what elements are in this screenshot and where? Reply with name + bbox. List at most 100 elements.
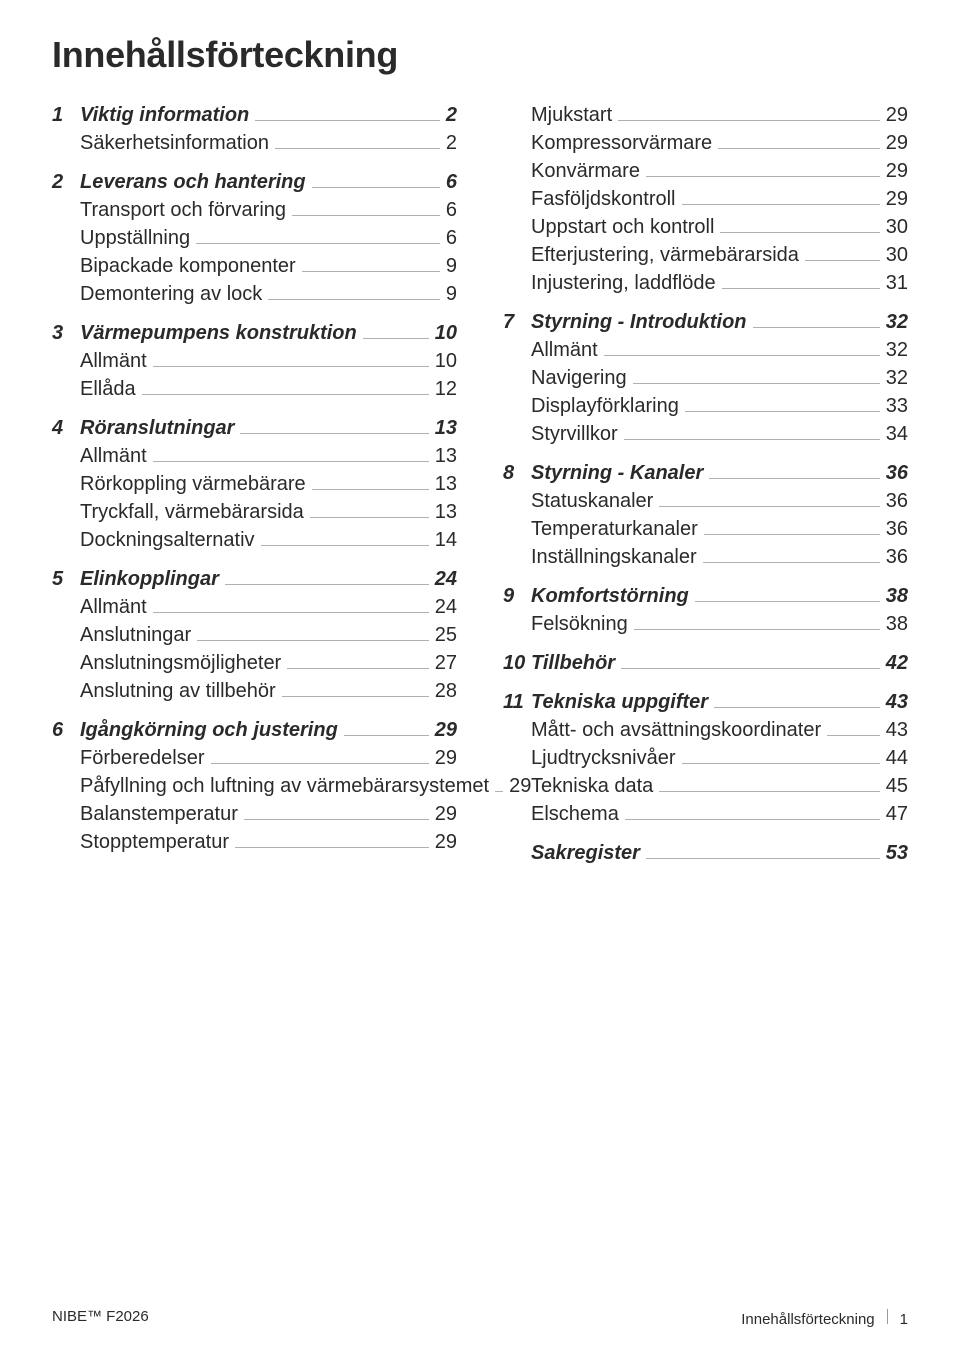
toc-leader <box>634 629 880 630</box>
toc-item-row: Säkerhetsinformation2 <box>52 132 457 155</box>
toc-leader <box>282 696 429 697</box>
toc-label: Sakregister <box>531 842 640 865</box>
toc-section: 9Komfortstörning38Felsökning38 <box>503 585 908 636</box>
toc-subitems: Allmänt32Navigering32Displayförklaring33… <box>503 339 908 446</box>
toc-label: Displayförklaring <box>531 395 679 418</box>
toc-page-number: 38 <box>886 585 908 608</box>
toc-page-number: 12 <box>435 378 457 401</box>
toc-page-number: 13 <box>435 417 457 440</box>
toc-page-number: 44 <box>886 747 908 770</box>
toc-label: Anslutningar <box>80 624 191 647</box>
toc-label: Inställningskanaler <box>531 546 697 569</box>
footer-right: Innehållsförteckning 1 <box>741 1308 908 1328</box>
toc-leader <box>312 489 429 490</box>
toc-leader <box>646 858 880 859</box>
page-title: Innehållsförteckning <box>52 34 908 76</box>
toc-subitems: Förberedelser29Påfyllning och luftning a… <box>52 747 457 854</box>
toc-leader <box>714 707 880 708</box>
toc-section-row: Sakregister 53 <box>503 842 908 865</box>
toc-leader <box>604 355 880 356</box>
toc-leader <box>722 288 880 289</box>
toc-item-row: Injustering, laddflöde31 <box>503 272 908 295</box>
toc-leader <box>709 478 879 479</box>
toc-page-number: 24 <box>435 568 457 591</box>
toc-leader <box>495 791 503 792</box>
toc-item-row: Navigering32 <box>503 367 908 390</box>
toc-subitems: Mått- och avsättningskoordinater43 Ljudtr… <box>503 719 908 826</box>
toc-page-number: 9 <box>446 283 457 306</box>
toc-item-row: Anslutningsmöjligheter27 <box>52 652 457 675</box>
toc-item-row: Uppstart och kontroll30 <box>503 216 908 239</box>
toc-page-number: 30 <box>886 244 908 267</box>
toc-leader <box>659 506 879 507</box>
toc-item-row: Kompressorvärmare29 <box>503 132 908 155</box>
toc-subitems: Statuskanaler36 Temperaturkanaler36 Instäl… <box>503 490 908 569</box>
toc-page-number: 24 <box>435 596 457 619</box>
toc-section: 3Värmepumpens konstruktion10Allmänt10Ell… <box>52 322 457 401</box>
toc-label: Felsökning <box>531 613 628 636</box>
toc-section-row: 6Igångkörning och justering29 <box>52 719 457 742</box>
toc-section-number: 2 <box>52 171 80 194</box>
toc-leader <box>718 148 880 149</box>
toc-section-row: 2Leverans och hantering6 <box>52 171 457 194</box>
toc-page-number: 29 <box>435 747 457 770</box>
toc-label: Röranslutningar <box>80 417 234 440</box>
toc-label: Påfyllning och luftning av värmebärarsys… <box>80 775 489 798</box>
footer-section-label: Innehållsförteckning <box>741 1311 874 1328</box>
toc-label: Viktig information <box>80 104 249 127</box>
toc-item-row: Balanstemperatur29 <box>52 803 457 826</box>
toc-label: Allmänt <box>531 339 598 362</box>
toc-item-row: Anslutningar 25 <box>52 624 457 647</box>
toc-label: Allmänt <box>80 445 147 468</box>
toc-label: Transport och förvaring <box>80 199 286 222</box>
toc-page-number: 47 <box>886 803 908 826</box>
toc-label: Elinkopplingar <box>80 568 219 591</box>
toc-leader <box>633 383 880 384</box>
toc-page-number: 29 <box>435 719 457 742</box>
toc-leader <box>275 148 440 149</box>
toc-label: Tryckfall, värmebärarsida <box>80 501 304 524</box>
toc-leader <box>196 243 440 244</box>
toc-item-row: Mjukstart29 <box>503 104 908 127</box>
toc-leader <box>225 584 429 585</box>
toc-label: Ljudtrycksnivåer <box>531 747 676 770</box>
toc-item-row: Tryckfall, värmebärarsida 13 <box>52 501 457 524</box>
toc-page-number: 43 <box>886 691 908 714</box>
toc-item-row: Ljudtrycksnivåer 44 <box>503 747 908 770</box>
toc-item-row: Rörkoppling värmebärare13 <box>52 473 457 496</box>
toc-section: 7Styrning - Introduktion32Allmänt32Navig… <box>503 311 908 446</box>
toc-leader <box>827 735 880 736</box>
toc-section-row: 1Viktig information 2 <box>52 104 457 127</box>
toc-section-number: 10 <box>503 652 531 675</box>
toc-leader <box>302 271 440 272</box>
toc-label: Säkerhetsinformation <box>80 132 269 155</box>
toc-label: Demontering av lock <box>80 283 262 306</box>
toc-item-row: Statuskanaler36 <box>503 490 908 513</box>
toc-item-row: Temperaturkanaler36 <box>503 518 908 541</box>
toc-page-number: 25 <box>435 624 457 647</box>
toc-item-row: Mått- och avsättningskoordinater43 <box>503 719 908 742</box>
toc-label: Igångkörning och justering <box>80 719 338 742</box>
toc-leader <box>625 819 880 820</box>
toc-page-number: 31 <box>886 272 908 295</box>
toc-leader <box>244 819 429 820</box>
toc-subitems: Allmänt10Ellåda12 <box>52 350 457 401</box>
toc-page-number: 10 <box>435 350 457 373</box>
toc-label: Tillbehör <box>531 652 615 675</box>
toc-page-number: 42 <box>886 652 908 675</box>
toc-columns: 1Viktig information2Säkerhetsinformation… <box>52 104 908 870</box>
toc-page-number: 53 <box>886 842 908 865</box>
toc-page-number: 13 <box>435 501 457 524</box>
toc-page-number: 14 <box>435 529 457 552</box>
toc-item-row: Dockningsalternativ14 <box>52 529 457 552</box>
toc-section-row: 10Tillbehör 42 <box>503 652 908 675</box>
toc-label: Styrvillkor <box>531 423 618 446</box>
toc-page-number: 2 <box>446 104 457 127</box>
toc-page-number: 30 <box>886 216 908 239</box>
toc-leader <box>720 232 879 233</box>
toc-leader <box>211 763 429 764</box>
toc-section-number: 1 <box>52 104 80 127</box>
toc-label: Tekniska data <box>531 775 653 798</box>
toc-leader <box>142 394 429 395</box>
toc-subitems: Allmänt24Anslutningar25Anslutningsmöjlig… <box>52 596 457 703</box>
